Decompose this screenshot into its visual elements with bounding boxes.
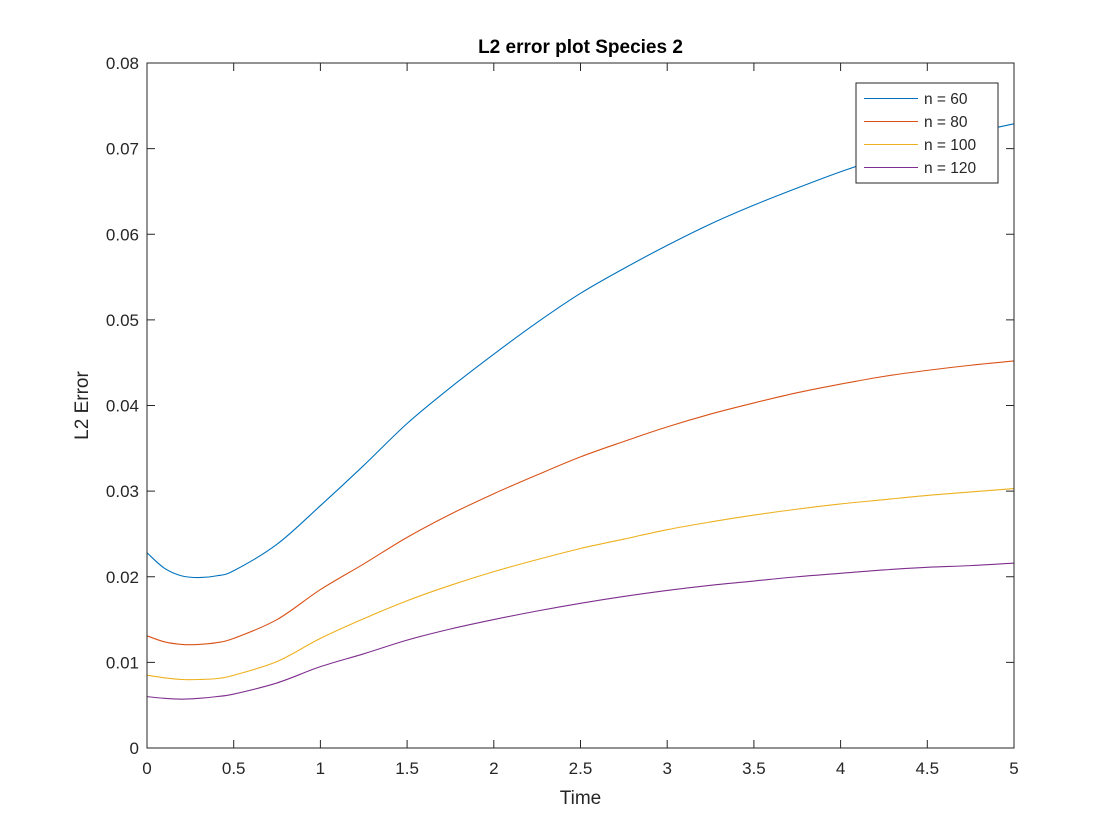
series-line-1 [146, 123, 1015, 579]
x-tick-label: 4.5 [915, 759, 939, 778]
x-tick-label: 2 [489, 759, 498, 778]
x-tick-label: 0 [142, 759, 151, 778]
y-tick-label: 0.07 [106, 140, 139, 159]
legend: n = 60 n = 80 n = 100 n = 120 [855, 82, 999, 184]
series-line-2 [146, 360, 1015, 646]
x-tick-label: 5 [1009, 759, 1018, 778]
y-tick-label: 0.01 [106, 653, 139, 672]
x-tick-label: 0.5 [222, 759, 246, 778]
y-tick-label: 0.06 [106, 225, 139, 244]
series-line-4 [146, 562, 1015, 700]
legend-label-1: n = 60 [924, 91, 968, 108]
x-tick-label: 1.5 [395, 759, 419, 778]
axes-layer: 0 0.5 1 1.5 2 2.5 3 3.5 4 4.5 5 0 0.01 0.02 0.03 0.04 0.… [106, 54, 1019, 778]
y-tick-label: 0.04 [106, 397, 139, 416]
y-tick-label: 0.03 [106, 482, 139, 501]
chart-title: L2 error plot Species 2 [478, 37, 683, 58]
x-tick-label: 4 [836, 759, 845, 778]
y-tick-label: 0.05 [106, 311, 139, 330]
legend-label-2: n = 80 [924, 114, 968, 131]
x-axis-label: Time [560, 788, 602, 809]
legend-box [855, 82, 999, 184]
legend-label-4: n = 120 [924, 160, 977, 177]
x-tick-label: 1 [316, 759, 325, 778]
y-axis-label: L2 Error [72, 371, 93, 440]
series-line-3 [146, 488, 1015, 681]
y-tick-label: 0 [130, 739, 139, 758]
legend-label-3: n = 100 [924, 137, 977, 154]
series-layer [146, 123, 1015, 700]
y-tick-label: 0.08 [106, 54, 139, 73]
x-tick-label: 3 [662, 759, 671, 778]
y-tick-label: 0.02 [106, 568, 139, 587]
x-tick-label: 3.5 [742, 759, 766, 778]
x-tick-label: 2.5 [569, 759, 593, 778]
